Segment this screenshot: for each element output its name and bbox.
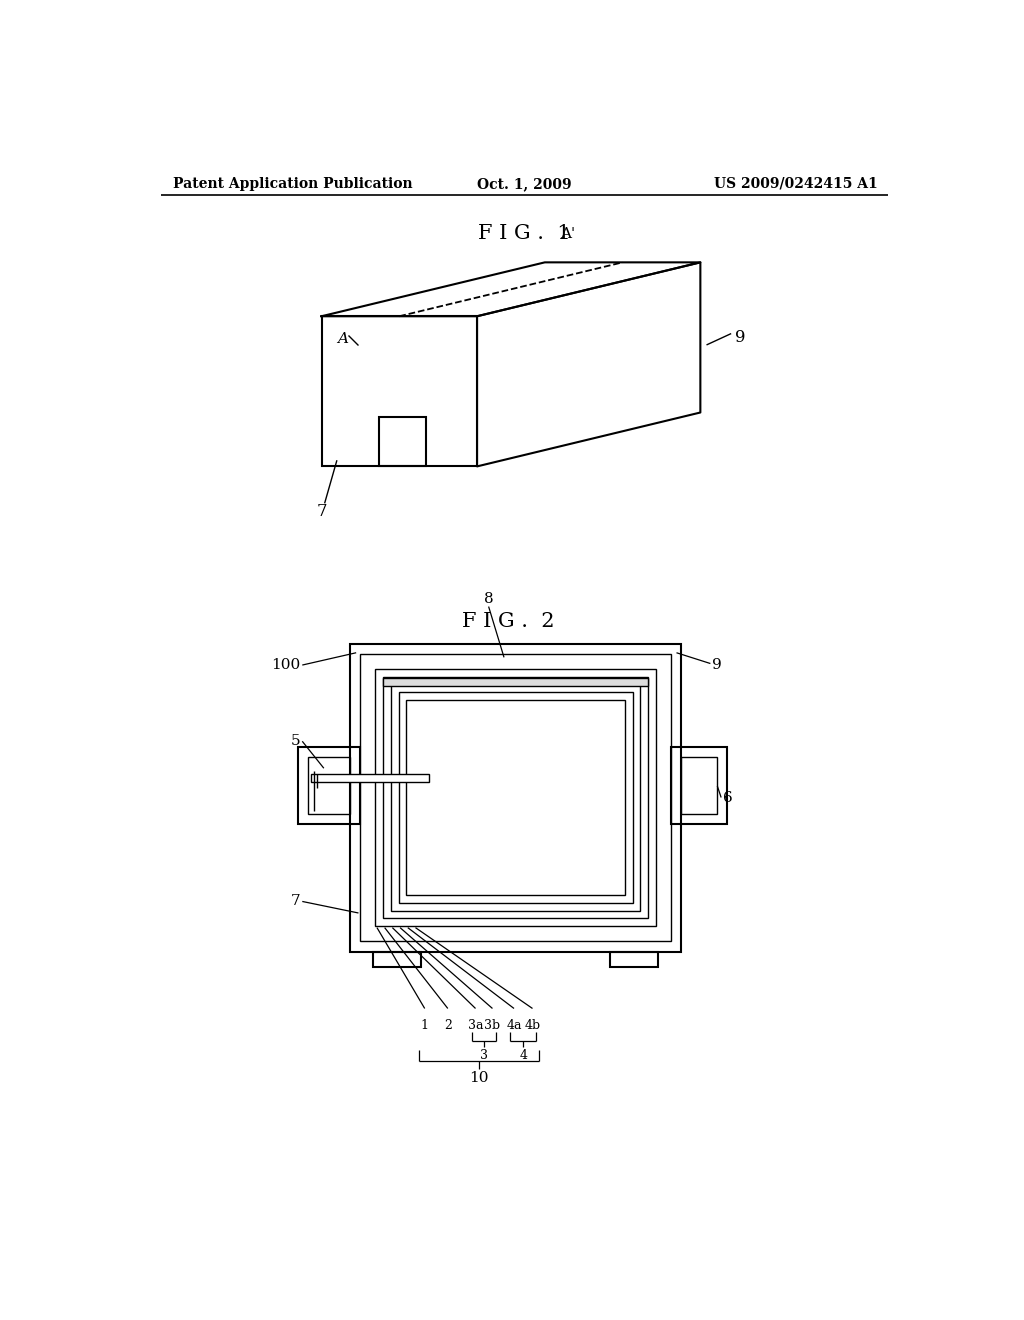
Bar bbox=[383, 677, 648, 919]
Text: F I G .  1: F I G . 1 bbox=[478, 224, 571, 243]
Bar bbox=[610, 952, 658, 966]
Bar bbox=[383, 678, 648, 686]
Text: 4: 4 bbox=[519, 1048, 527, 1061]
Bar bbox=[310, 775, 429, 781]
Bar bbox=[376, 669, 655, 927]
Text: 9: 9 bbox=[712, 659, 722, 672]
Text: 3b: 3b bbox=[484, 1019, 501, 1032]
Text: 1: 1 bbox=[421, 1019, 429, 1032]
Text: 7: 7 bbox=[316, 503, 327, 520]
Text: 3a: 3a bbox=[468, 1019, 483, 1032]
Text: 4b: 4b bbox=[524, 1019, 541, 1032]
Text: 100: 100 bbox=[270, 659, 300, 672]
Text: 7: 7 bbox=[291, 895, 300, 908]
Text: 10: 10 bbox=[469, 1071, 488, 1085]
Text: 5: 5 bbox=[291, 734, 300, 748]
Text: US 2009/0242415 A1: US 2009/0242415 A1 bbox=[714, 177, 878, 191]
Text: A': A' bbox=[560, 227, 575, 240]
Text: A: A bbox=[337, 333, 348, 346]
Bar bbox=[398, 692, 633, 903]
Bar bbox=[350, 644, 681, 952]
Text: Oct. 1, 2009: Oct. 1, 2009 bbox=[477, 177, 572, 191]
Text: 9: 9 bbox=[735, 329, 745, 346]
Bar bbox=[407, 700, 625, 895]
Text: 2: 2 bbox=[443, 1019, 452, 1032]
Bar bbox=[360, 653, 671, 941]
Bar bbox=[307, 758, 350, 814]
Text: Patent Application Publication: Patent Application Publication bbox=[173, 177, 413, 191]
Text: 3: 3 bbox=[480, 1048, 488, 1061]
Bar bbox=[322, 317, 477, 466]
Bar bbox=[373, 952, 421, 966]
Bar bbox=[681, 758, 717, 814]
Text: 8: 8 bbox=[483, 591, 494, 606]
Text: 4a: 4a bbox=[506, 1019, 522, 1032]
Bar bbox=[298, 747, 360, 825]
Bar bbox=[379, 417, 426, 466]
Bar bbox=[391, 684, 640, 911]
Text: 6: 6 bbox=[724, 791, 733, 804]
Bar bbox=[671, 747, 727, 825]
Text: F I G .  2: F I G . 2 bbox=[462, 612, 554, 631]
